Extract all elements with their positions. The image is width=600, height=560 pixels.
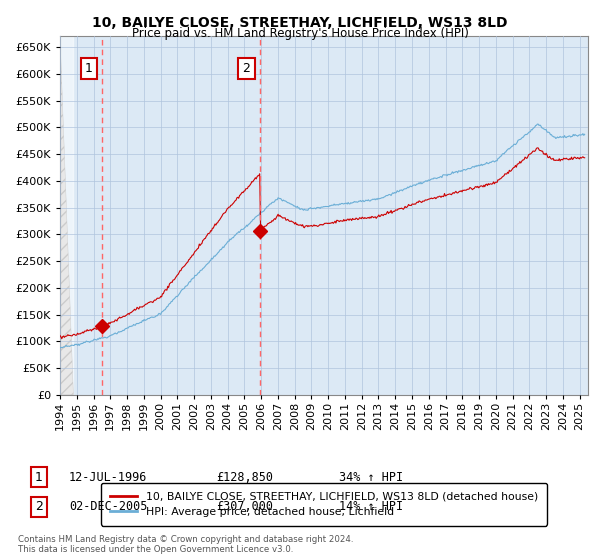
Text: 10, BAILYE CLOSE, STREETHAY, LICHFIELD, WS13 8LD: 10, BAILYE CLOSE, STREETHAY, LICHFIELD, …: [92, 16, 508, 30]
Text: £307,000: £307,000: [216, 500, 273, 514]
Text: 1: 1: [85, 62, 93, 75]
Text: 2: 2: [35, 500, 43, 514]
Legend: 10, BAILYE CLOSE, STREETHAY, LICHFIELD, WS13 8LD (detached house), HPI: Average : 10, BAILYE CLOSE, STREETHAY, LICHFIELD, …: [101, 483, 547, 526]
Text: 12-JUL-1996: 12-JUL-1996: [69, 470, 148, 484]
Text: Price paid vs. HM Land Registry's House Price Index (HPI): Price paid vs. HM Land Registry's House …: [131, 27, 469, 40]
Text: £128,850: £128,850: [216, 470, 273, 484]
Text: Contains HM Land Registry data © Crown copyright and database right 2024.
This d: Contains HM Land Registry data © Crown c…: [18, 535, 353, 554]
Text: 2: 2: [242, 62, 250, 75]
Text: 1: 1: [35, 470, 43, 484]
Text: 02-DEC-2005: 02-DEC-2005: [69, 500, 148, 514]
Text: 14% ↑ HPI: 14% ↑ HPI: [339, 500, 403, 514]
Text: 34% ↑ HPI: 34% ↑ HPI: [339, 470, 403, 484]
Polygon shape: [60, 36, 73, 395]
